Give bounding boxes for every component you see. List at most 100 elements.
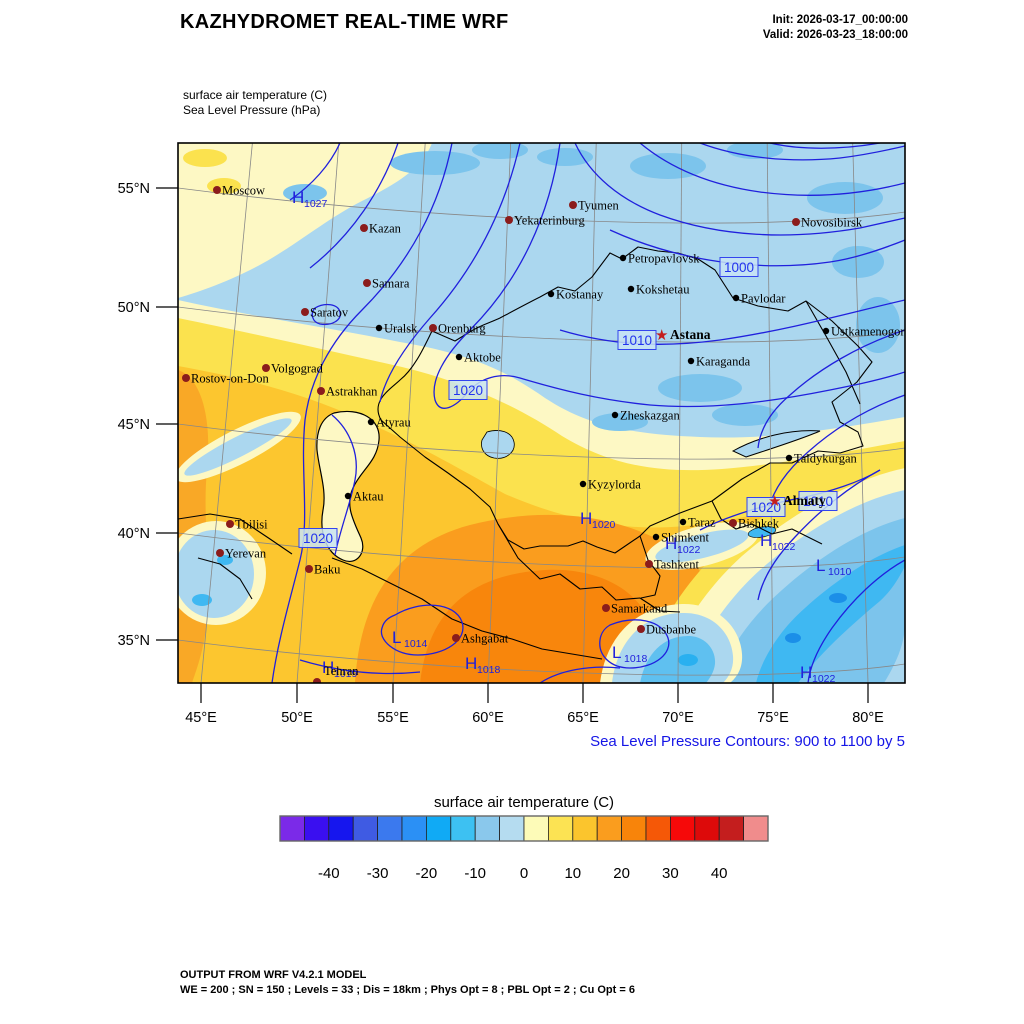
field-labels: surface air temperature (C) Sea Level Pr… [183,88,327,118]
terrain-region [217,555,233,565]
city-dot [301,308,309,316]
country-border [377,246,873,554]
high-pressure-label: H [322,658,334,677]
isobar-contour [574,143,905,236]
terrain-region [756,545,905,683]
contour-value-box [746,497,786,517]
terrain-region [472,143,528,159]
temperature-colorbar: -40 -30 -20 -10 0 10 20 30 40 [279,815,769,882]
country-border [331,557,603,660]
lat-tick-label: 45°N [118,417,150,433]
city-label: Tyumen [578,199,620,213]
terrain-region [658,374,742,402]
terrain-region [316,410,380,562]
terrain-region [832,246,884,278]
high-pressure-label: H [665,534,677,553]
city-label: Saratov [310,306,349,320]
isobar-contour [331,414,357,556]
graticule-parallel [178,532,905,569]
city-label: Uralsk [384,322,418,336]
colorbar-cell [645,815,671,842]
city-dot [637,625,645,633]
colorbar-tick-label: -10 [464,865,486,882]
terrain-region [390,151,480,175]
pressure-value-label: 1022 [772,541,796,553]
terrain-region [785,633,801,643]
field-label-pressure: Sea Level Pressure (hPa) [183,103,321,117]
footer-model: OUTPUT FROM WRF V4.2.1 MODEL [180,969,367,981]
pressure-value-label: 1027 [304,198,328,210]
city-dot [579,480,587,488]
city-dot [216,549,224,557]
pressure-value-label: 1022 [812,673,836,685]
city-label: Novosibirsk [801,216,863,230]
city-label: Almaty [783,493,826,508]
city-dot [213,186,221,194]
colorbar-tick-label: 30 [662,865,679,882]
city-label: Taraz [688,516,716,530]
colorbar-cell [523,815,549,842]
colorbar-tick-label: 0 [520,865,528,882]
colorbar-cell [303,815,330,842]
city-label: Moscow [222,184,265,198]
city-dot [645,560,653,568]
city-dot [360,224,368,232]
isobar-contour [767,394,905,513]
city-label: Pavlodar [741,292,786,306]
contour-value-label: 1010 [803,494,833,509]
isobar-contour [639,143,905,196]
lon-tick-label: 65°E [567,710,599,726]
contour-caption: Sea Level Pressure Contours: 900 to 1100… [590,733,905,750]
city-dot [375,324,383,332]
city-label: Kyzylorda [588,478,641,492]
colorbar-cell [596,815,623,842]
graticule-meridian [582,143,597,683]
isobar-contour [309,143,399,269]
field-label-temperature: surface air temperature (C) [183,88,328,102]
city-label: Astrakhan [326,385,378,399]
contour-value-label: 1010 [622,333,652,348]
colorbar-cell [694,815,720,842]
terrain-region [184,418,292,476]
pressure-value-label: 1019 [334,668,358,680]
country-border [639,535,661,599]
terrain-region [731,430,821,458]
isobar-contour [807,559,905,683]
terrain-region [420,569,656,683]
high-pressure-label: H [800,663,812,682]
colorbar-cell [718,815,745,842]
contour-value-box [298,528,338,548]
lon-tick-label: 50°E [281,710,313,726]
terrain-region [856,297,900,353]
terrain-region [747,526,777,538]
city-dot [363,279,371,287]
contour-value-box [617,330,657,350]
terrain-region [718,518,905,683]
city-label: Samara [372,277,410,291]
terrain-region [192,594,212,606]
colorbar-tick-label: 10 [564,865,581,882]
city-dot [627,285,635,293]
colorbar-cell [572,815,598,842]
isobar-contour [699,143,905,161]
colorbar-cell [670,815,696,842]
isobar-contour [599,619,670,669]
high-pressure-label: H [760,531,772,550]
city-label: Samarkand [611,602,668,616]
model-footer: OUTPUT FROM WRF V4.2.1 MODEL WE = 200 ; … [180,968,635,998]
terrain-region [807,182,883,214]
lat-tick-label: 55°N [118,181,150,197]
country-border [197,557,253,600]
isobar-contour [311,303,341,326]
city-label: Bishkek [738,517,780,531]
lon-tick-label: 60°E [472,710,504,726]
isobar-contour [769,143,881,149]
city-label: Ashgabat [461,632,509,646]
city-label: Shimkent [661,531,709,545]
colorbar-tick-label: 40 [711,865,728,882]
city-label: Zheskazgan [620,409,680,423]
terrain-region [640,635,716,683]
